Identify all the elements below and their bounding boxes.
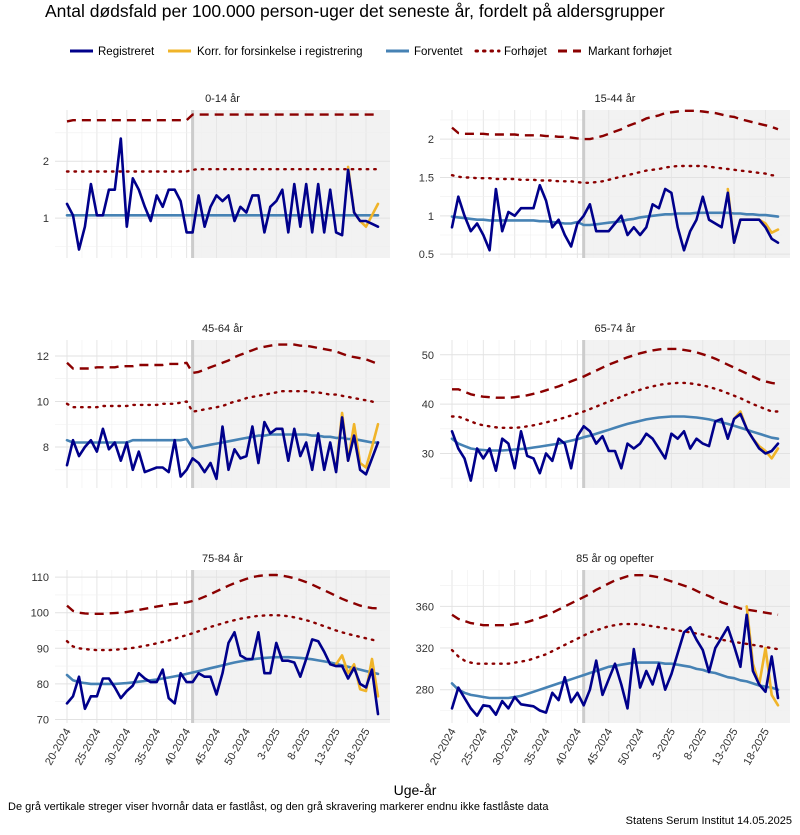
series-expected-2 [65,433,380,450]
y-tick-label-1-0: 0.5 [419,249,434,261]
series-elevated-5 [450,622,780,665]
panel-title-1: 15-44 år [595,93,636,105]
panel-title-5: 85 år og opefter [576,553,654,565]
x-tick-label-5-7: 3-2025 [650,727,678,763]
series-markedly-3 [452,347,779,399]
y-tick-label-4-3: 100 [31,608,49,620]
legend-label-0: Registreret [98,46,155,58]
series-elevated-4 [65,614,380,652]
y-tick-label-0-1: 2 [43,156,49,168]
panel-title-4: 75-84 år [202,553,243,565]
x-tick-label-4-4: 40-2024 [163,727,194,768]
y-tick-label-5-2: 360 [416,601,434,613]
x-tick-label-5-6: 50-2024 [616,727,647,768]
panel-0: 0-14 år 1 2 [43,93,390,258]
x-tick-label-4-7: 3-2025 [255,727,283,763]
series-registered-5 [450,613,780,717]
legend-label-4: Markant forhøjet [588,46,673,58]
y-tick-label-2-1: 10 [37,396,49,408]
series-expected-4 [65,655,380,686]
panel-2: 45-64 år 8 10 12 [37,323,390,488]
y-tick-label-1-1: 1 [428,211,434,223]
series-elevated-0 [65,168,380,173]
x-tick-label-5-3: 35-2024 [522,727,553,768]
x-tick-label-4-3: 35-2024 [133,727,164,768]
series-markedly-4 [66,573,379,615]
x-tick-label-5-10: 18-2025 [741,727,772,768]
x-tick-label-4-10: 18-2025 [342,727,373,768]
x-tick-label-4-2: 30-2024 [103,727,134,768]
legend-item-2: Forventet [386,46,463,58]
x-tick-label-4-0: 20-2024 [43,727,74,768]
y-tick-label-4-2: 90 [37,643,49,655]
y-tick-label-2-0: 8 [43,442,49,454]
series-registered-2 [65,416,380,481]
chart-title: Antal dødsfald per 100.000 person-uger d… [45,1,665,21]
series-registered-3 [450,412,780,482]
x-tick-label-5-4: 40-2024 [553,727,584,768]
x-tick-label-5-5: 45-2024 [585,727,616,768]
x-tick-label-5-1: 25-2024 [459,727,490,768]
y-tick-label-2-2: 12 [37,351,49,363]
source-caption: Statens Serum Institut 14.05.2025 [626,815,792,827]
x-tick-label-4-8: 8-2025 [285,727,313,763]
series-elevated-2 [65,390,380,413]
series-markedly-1 [451,109,779,141]
x-tick-label-4-5: 45-2024 [193,727,224,768]
y-tick-label-5-1: 320 [416,643,434,655]
series-registered-1 [450,183,780,252]
legend-item-0: Registreret [70,46,155,58]
x-tick-label-5-2: 30-2024 [491,727,522,768]
legend-item-1: Korr. for forsinkelse i registrering [168,46,363,58]
series-registered-0 [65,137,380,251]
y-tick-label-4-0: 70 [37,714,49,726]
series-markedly-5 [451,574,779,627]
y-tick-label-3-1: 40 [422,399,434,411]
y-tick-label-4-4: 110 [31,572,49,584]
x-tick-label-4-6: 50-2024 [222,727,253,768]
y-tick-label-5-0: 280 [416,685,434,697]
y-tick-label-1-2: 1.5 [419,172,434,184]
panel-4: 75-84 år 70 80 90 100 110 20-2024 25-2024 30-202… [31,553,390,767]
panel-1: 15-44 år 0.5 1 1.5 2 [419,93,790,261]
legend-item-4: Markant forhøjet [558,46,673,58]
panel-title-2: 45-64 år [202,323,243,335]
panel-title-3: 65-74 år [595,323,636,335]
legend-item-3: Forhøjet [474,46,548,58]
y-tick-label-3-0: 30 [422,448,434,460]
legend-label-3: Forhøjet [504,46,548,58]
footnote: De grå vertikale streger viser hvornår d… [8,801,549,813]
x-tick-label-4-9: 13-2025 [312,727,343,768]
series-markedly-0 [66,113,378,123]
panel-title-0: 0-14 år [205,93,240,105]
panel-3: 65-74 år 30 40 50 [422,323,790,488]
y-tick-label-3-2: 50 [422,350,434,362]
y-tick-label-4-1: 80 [37,679,49,691]
y-tick-label-0-0: 1 [43,213,49,225]
x-tick-label-5-0: 20-2024 [428,727,459,768]
series-registered-4 [65,631,380,716]
legend-label-1: Korr. for forsinkelse i registrering [197,46,363,58]
y-tick-label-1-3: 2 [428,134,434,146]
series-elevated-1 [450,164,780,184]
legend: Registreret Korr. for forsinkelse i regis… [70,46,673,58]
x-tick-label-5-8: 8-2025 [682,727,710,763]
x-tick-label-5-9: 13-2025 [710,727,741,768]
x-axis-label: Uge-år [394,782,437,798]
series-markedly-2 [66,343,379,375]
legend-label-2: Forventet [414,46,463,58]
x-tick-label-4-1: 25-2024 [73,727,104,768]
